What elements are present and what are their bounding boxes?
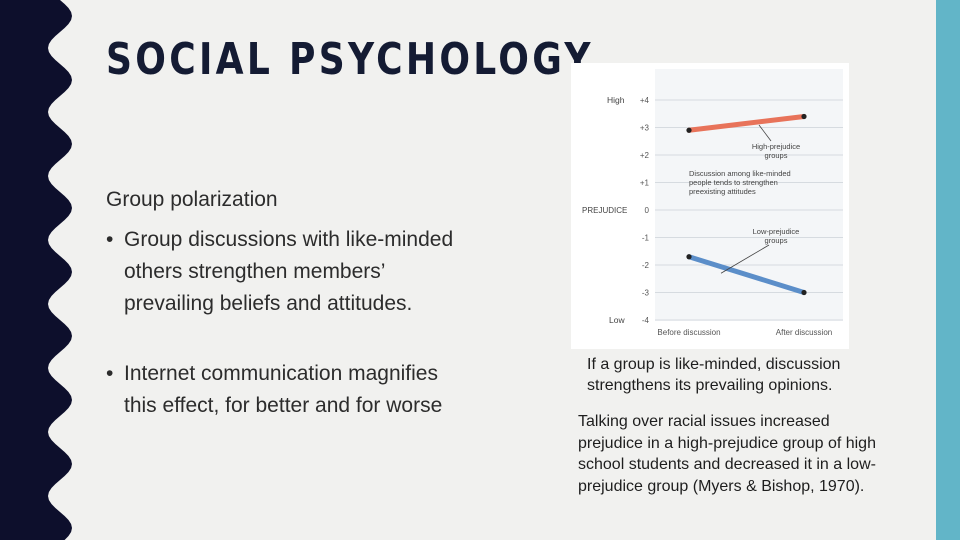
- bullet-marker: •: [106, 228, 114, 251]
- annotation-note: people tends to strengthen: [689, 178, 778, 187]
- accent-bar: [936, 0, 960, 540]
- x-tick-label: Before discussion: [657, 328, 720, 337]
- annotation-leader: [758, 124, 772, 142]
- annotation-note: preexisting attitudes: [689, 187, 756, 196]
- bullet-item: • Internet communication magnifies this e…: [106, 358, 466, 422]
- data-point: [686, 127, 692, 133]
- x-tick-label: After discussion: [776, 328, 832, 337]
- bullet-text: Group discussions with like-minded other…: [124, 228, 454, 315]
- annotation-low-prejudice: groups: [765, 236, 788, 245]
- bullet-list: • Internet communication magnifies this e…: [106, 358, 466, 432]
- y-tick-label: -4: [642, 316, 650, 325]
- series-line: [686, 114, 807, 133]
- y-tick-label: +3: [640, 124, 650, 133]
- y-tick-label: +1: [640, 179, 650, 188]
- y-tick-label: -1: [642, 234, 650, 243]
- series-line: [686, 254, 807, 295]
- polarization-chart-figure: +4 +3 +2 +1 0 -1 -2 -3 -4 High Low PREJUDICE Before …: [571, 63, 849, 349]
- annotation-note: Discussion among like-minded: [689, 169, 791, 178]
- wavy-sidebar: [0, 0, 72, 540]
- y-tick-label: -3: [642, 289, 650, 298]
- y-high-label: High: [607, 95, 625, 105]
- polarization-chart: +4 +3 +2 +1 0 -1 -2 -3 -4 High Low PREJUDICE Before …: [582, 69, 843, 337]
- data-point: [801, 289, 807, 296]
- study-description: Talking over racial issues increased pre…: [578, 413, 876, 495]
- annotation-low-prejudice: Low-prejudice: [753, 227, 800, 236]
- y-axis-label: PREJUDICE: [582, 206, 627, 215]
- annotation-high-prejudice: groups: [765, 151, 788, 160]
- y-tick-label: -2: [642, 261, 650, 270]
- bullet-marker: •: [106, 362, 114, 385]
- y-tick-label: +4: [640, 96, 650, 105]
- data-point: [801, 113, 807, 120]
- figure-caption: If a group is like-minded, discussion st…: [587, 356, 841, 394]
- slide-title: SOCIAL PSYCHOLOGY: [106, 34, 594, 85]
- bullet-list: • Group discussions with like-minded othe…: [106, 224, 466, 330]
- y-low-label: Low: [609, 315, 625, 325]
- y-tick-label: +2: [640, 151, 650, 160]
- bullet-item: • Group discussions with like-minded othe…: [106, 224, 466, 320]
- annotation-leader: [720, 244, 770, 274]
- data-point: [686, 254, 692, 260]
- y-tick-label: 0: [645, 206, 650, 215]
- annotation-high-prejudice: High-prejudice: [752, 142, 800, 151]
- plot-area: [655, 69, 843, 321]
- slide-subtitle: Group polarization: [106, 188, 278, 211]
- bullet-text: Internet communication magnifies this ef…: [124, 362, 443, 417]
